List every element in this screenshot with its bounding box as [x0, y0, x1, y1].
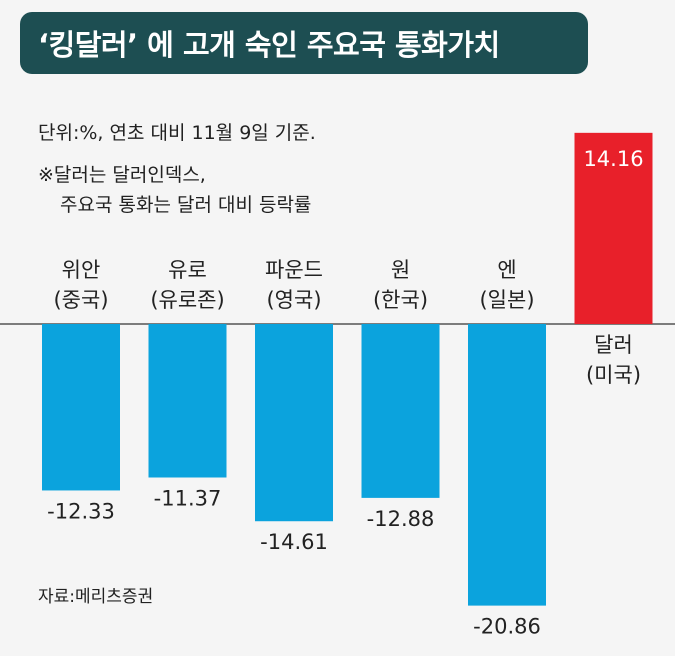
bar-4: [468, 324, 546, 606]
value-label-5: 14.16: [583, 147, 643, 171]
category-sublabel-4: (일본): [479, 288, 534, 312]
category-sublabel-1: (유로존): [150, 288, 224, 312]
bar-0: [42, 324, 120, 491]
category-label-2: 파운드: [265, 258, 323, 282]
category-sublabel-3: (한국): [373, 288, 428, 312]
bar-2: [255, 324, 333, 522]
category-sublabel-0: (중국): [53, 288, 108, 312]
bar-1: [148, 324, 227, 478]
category-label-1: 유로: [168, 258, 207, 282]
title-bar: ‘킹달러’ 에 고개 숙인 주요국 통화가치: [20, 12, 588, 74]
bar-5: [574, 132, 653, 324]
remark-line-1: ※달러는 달러인덱스,: [38, 164, 206, 186]
category-label-0: 위안: [62, 258, 101, 282]
value-label-1: -11.37: [154, 486, 222, 510]
category-label-4: 엔: [497, 258, 516, 282]
category-label-5: 달러: [594, 333, 633, 357]
category-sublabel-2: (영국): [266, 288, 321, 312]
source-note: 자료:메리츠증권: [38, 587, 154, 607]
bar-3: [361, 324, 440, 498]
category-label-3: 원: [391, 258, 410, 282]
value-label-2: -14.61: [260, 530, 328, 554]
value-label-0: -12.33: [47, 499, 115, 523]
chart-title: ‘킹달러’ 에 고개 숙인 주요국 통화가치: [38, 28, 500, 62]
value-label-4: -20.86: [473, 615, 541, 639]
unit-note: 단위:%, 연초 대비 11월 9일 기준.: [38, 122, 316, 144]
remark-line-2: 주요국 통화는 달러 대비 등락률: [60, 194, 312, 216]
category-sublabel-5: (미국): [586, 363, 641, 387]
value-label-3: -12.88: [367, 507, 435, 531]
